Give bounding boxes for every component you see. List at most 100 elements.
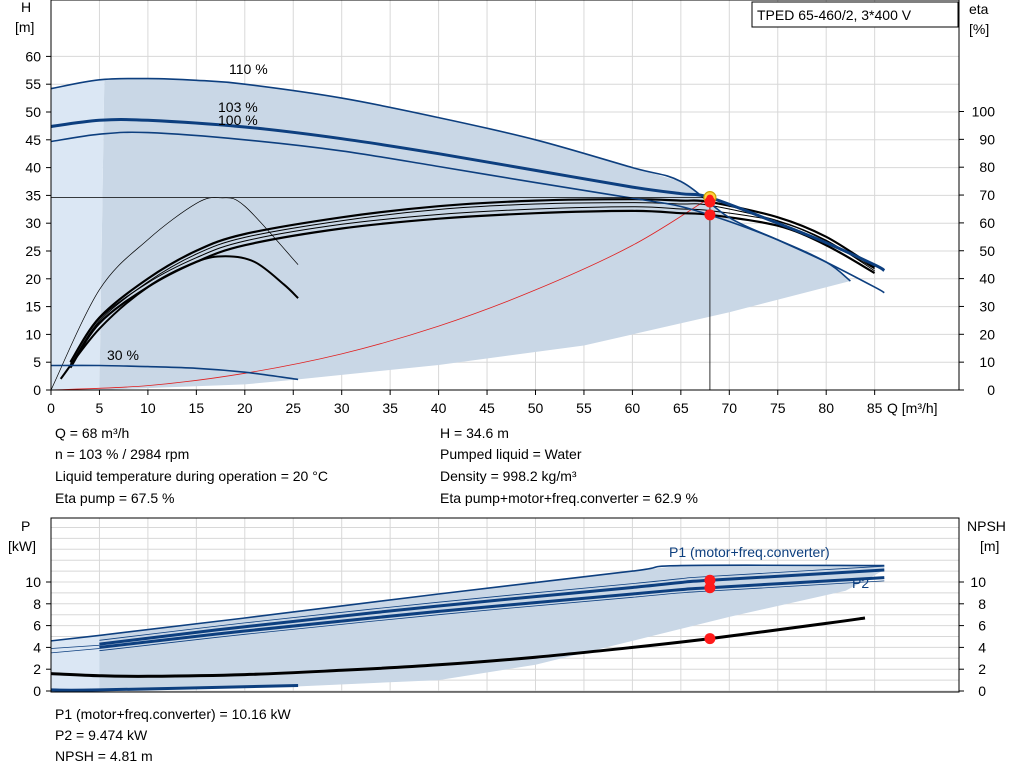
info-p2: P2 = 9.474 kW <box>55 727 148 743</box>
model-label-box <box>751 1 959 28</box>
top-right-tick-label: 10 <box>979 354 995 370</box>
top-right-tick-label: 90 <box>979 131 995 147</box>
info-p1: P1 (motor+freq.converter) = 10.16 kW <box>55 706 292 722</box>
top-y-tick-label: 35 <box>25 187 41 203</box>
info-head: H = 34.6 m <box>440 425 509 441</box>
info-speed: n = 103 % / 2984 rpm <box>55 446 189 462</box>
top-y-tick-label: 25 <box>25 243 41 259</box>
top-curves <box>51 77 886 390</box>
top-y-tick-label: 5 <box>33 354 41 370</box>
operating-point-eta-pump <box>704 196 716 208</box>
top-right-axis-title: eta <box>969 1 989 17</box>
top-y-tick-label: 45 <box>25 132 41 148</box>
top-x-tick-label: 60 <box>625 400 641 416</box>
top-x-tick-label: 30 <box>334 400 350 416</box>
bottom-chart: 0 2 4 6 8 10 0 2 4 6 8 10 P [kW] NPSH [m] P1 (motor… <box>8 517 1006 764</box>
top-ticks: 0 5 10 15 20 25 30 35 40 45 50 55 60 65 70 75 80 85 0 5 10 15… <box>25 48 995 416</box>
top-right-axis-unit: [%] <box>969 21 989 37</box>
top-right-tick-label: 0 <box>987 382 995 398</box>
pump-curve-30 <box>51 364 299 381</box>
power-curve-p2 <box>99 576 885 649</box>
bottom-y-tick-label: 4 <box>33 639 41 655</box>
operating-range-band <box>99 78 851 390</box>
top-x-tick-label: 45 <box>479 400 495 416</box>
top-x-tick-label: 0 <box>47 400 55 416</box>
top-right-tick-label: 50 <box>979 243 995 259</box>
bottom-y-axis-unit: [kW] <box>8 538 36 554</box>
top-right-tick-label: 100 <box>972 104 996 120</box>
eta-curve-thin <box>51 197 299 390</box>
bottom-y-tick-label: 10 <box>25 574 41 590</box>
bottom-right-tick-label: 10 <box>970 574 986 590</box>
pump-curve-103 <box>51 118 886 272</box>
operating-point-p2 <box>704 582 716 594</box>
bottom-y-tick-label: 6 <box>33 618 41 634</box>
info-eta-total: Eta pump+motor+freq.converter = 62.9 % <box>440 490 698 506</box>
top-y-tick-label: 20 <box>25 271 41 287</box>
top-chart: 0 5 10 15 20 25 30 35 40 45 50 55 60 65 70 75 80 85 0 5 10 15… <box>15 0 995 506</box>
bottom-operating-points <box>704 574 716 645</box>
eta-curve-30 <box>59 255 299 380</box>
top-x-tick-label: 50 <box>528 400 544 416</box>
info-pumped-liquid: Pumped liquid = Water <box>440 446 582 462</box>
top-x-tick-label: 35 <box>382 400 398 416</box>
top-x-tick-label: 80 <box>818 400 834 416</box>
top-x-tick-label: 25 <box>285 400 301 416</box>
power-range-band <box>51 565 885 691</box>
top-operating-points <box>703 191 717 221</box>
top-right-tick-label: 20 <box>979 326 995 342</box>
curve-label-30: 30 % <box>107 347 139 363</box>
top-y-tick-label: 15 <box>25 299 41 315</box>
bottom-right-tick-label: 8 <box>978 596 986 612</box>
system-curve <box>51 197 711 390</box>
power-curve-p2-thin <box>99 580 885 652</box>
top-x-tick-label: 15 <box>189 400 205 416</box>
top-x-tick-label: 75 <box>770 400 786 416</box>
top-y-tick-label: 60 <box>25 48 41 64</box>
top-y-tick-label: 10 <box>25 326 41 342</box>
bottom-y-tick-label: 0 <box>33 683 41 699</box>
top-right-tick-label: 70 <box>979 187 995 203</box>
top-x-tick-label: 65 <box>673 400 689 416</box>
top-x-axis-label: Q [m³/h] <box>887 400 938 416</box>
top-x-tick-label: 10 <box>140 400 156 416</box>
bottom-curves <box>51 564 885 692</box>
operating-range-band-edge <box>51 79 105 390</box>
bottom-right-axis-unit: [m] <box>980 538 999 554</box>
pump-curve-100 <box>51 131 851 282</box>
curve-label-110: 110 % <box>229 61 268 77</box>
bottom-plot-frame <box>50 517 960 693</box>
pump-curve-lead <box>51 119 100 127</box>
npsh-curve <box>51 616 866 678</box>
top-right-tick-label: 40 <box>979 271 995 287</box>
top-right-tick-label: 80 <box>979 159 995 175</box>
top-y-tick-label: 50 <box>25 104 41 120</box>
bottom-y-tick-label: 2 <box>33 661 41 677</box>
bottom-right-tick-label: 4 <box>978 639 986 655</box>
top-x-tick-label: 40 <box>431 400 447 416</box>
eta-total-curve <box>69 209 876 369</box>
top-y-tick-label: 0 <box>33 382 41 398</box>
curve-label-103: 103 % <box>218 99 258 115</box>
bottom-right-tick-label: 6 <box>978 618 986 634</box>
top-y-tick-label: 55 <box>25 76 41 92</box>
top-y-axis-title: H <box>21 0 31 15</box>
power-curve-110 <box>51 564 885 642</box>
top-x-tick-label: 55 <box>576 400 592 416</box>
curve-label-100: 100 % <box>218 112 258 128</box>
info-eta-pump: Eta pump = 67.5 % <box>55 490 174 506</box>
top-y-tick-label: 30 <box>25 215 41 231</box>
model-label: TPED 65-460/2, 3*400 V <box>757 7 912 23</box>
eta-pump-curve <box>69 198 876 363</box>
top-y-tick-label: 40 <box>25 160 41 176</box>
info-npsh: NPSH = 4.81 m <box>55 748 153 764</box>
series-label-p1: P1 (motor+freq.converter) <box>669 544 830 560</box>
series-label-p2: P2 <box>852 575 869 591</box>
bottom-right-tick-label: 0 <box>978 683 986 699</box>
bottom-right-tick-label: 2 <box>978 661 986 677</box>
top-x-tick-label: 70 <box>722 400 738 416</box>
top-y-axis-unit: [m] <box>15 19 34 35</box>
bottom-ticks: 0 2 4 6 8 10 0 2 4 6 8 10 <box>25 574 986 699</box>
power-curve-p1-thin <box>99 565 885 641</box>
